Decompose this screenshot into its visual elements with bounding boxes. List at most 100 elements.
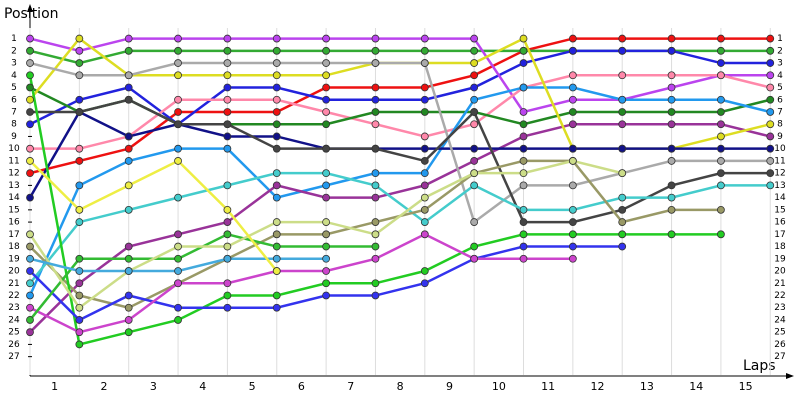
point xyxy=(272,267,281,275)
point xyxy=(667,157,676,165)
point xyxy=(26,242,34,251)
point xyxy=(667,120,676,129)
x-tick-label: 12 xyxy=(591,380,605,393)
point xyxy=(272,218,281,226)
point xyxy=(272,181,281,190)
point xyxy=(618,193,627,202)
point xyxy=(75,71,84,80)
y-tick-label-right: 18 xyxy=(774,242,786,252)
point xyxy=(470,120,479,129)
point xyxy=(124,144,133,153)
point xyxy=(618,218,627,226)
x-tick-label: 9 xyxy=(446,380,453,393)
point xyxy=(766,59,775,67)
y-tick-label: 14 xyxy=(8,193,20,203)
y-tick-label-right: 22 xyxy=(774,291,785,301)
point xyxy=(766,108,775,116)
y-tick-label-right: 21 xyxy=(774,279,785,289)
y-tick-label-right: 23 xyxy=(774,303,785,313)
y-tick-label-right: 11 xyxy=(774,156,785,166)
point xyxy=(568,144,577,153)
point xyxy=(618,120,627,129)
y-tick-label: 23 xyxy=(8,303,19,313)
point xyxy=(371,46,380,55)
point xyxy=(124,46,133,55)
point xyxy=(174,303,182,312)
point xyxy=(322,144,331,153)
point xyxy=(766,95,775,104)
y-tick-label: 26 xyxy=(8,340,20,350)
point xyxy=(420,144,429,153)
point xyxy=(371,34,380,43)
point xyxy=(420,267,429,275)
y-tick-label-right: 16 xyxy=(774,218,786,228)
point xyxy=(371,218,380,226)
point xyxy=(568,218,577,226)
point xyxy=(667,34,676,43)
point xyxy=(26,254,34,263)
point xyxy=(470,108,479,116)
x-tick-label: 10 xyxy=(492,380,506,393)
point xyxy=(766,157,775,165)
point xyxy=(717,157,725,165)
point xyxy=(667,95,676,104)
point xyxy=(420,46,429,55)
y-tick-label-right: 3 xyxy=(777,59,783,69)
point xyxy=(519,230,528,239)
point xyxy=(174,157,182,165)
point xyxy=(618,71,627,80)
point xyxy=(272,193,281,202)
point xyxy=(26,230,34,239)
point xyxy=(322,108,331,116)
point xyxy=(717,144,725,153)
y-tick-label: 13 xyxy=(8,181,19,191)
point xyxy=(717,169,725,178)
point xyxy=(124,83,133,92)
point xyxy=(26,279,34,288)
y-tick-label-right: 7 xyxy=(777,107,783,117)
point xyxy=(371,230,380,239)
point xyxy=(371,279,380,288)
point xyxy=(272,34,281,43)
point xyxy=(26,169,34,178)
y-tick-label: 25 xyxy=(8,328,19,338)
point xyxy=(26,83,34,92)
point xyxy=(223,242,232,251)
point xyxy=(75,340,84,349)
y-tick-label: 8 xyxy=(11,120,17,130)
point xyxy=(322,267,331,275)
point xyxy=(519,218,528,226)
point xyxy=(124,303,133,312)
y-tick-label: 21 xyxy=(8,279,19,289)
point xyxy=(717,132,725,141)
point xyxy=(322,218,331,226)
point xyxy=(519,242,528,251)
point xyxy=(420,181,429,190)
y-tick-label-right: 25 xyxy=(774,328,785,338)
point xyxy=(75,157,84,165)
x-tick-label: 13 xyxy=(640,380,654,393)
point xyxy=(322,181,331,190)
point xyxy=(223,95,232,104)
y-tick-label-right: 10 xyxy=(774,144,786,154)
point xyxy=(717,71,725,80)
point xyxy=(470,59,479,67)
point xyxy=(618,108,627,116)
point xyxy=(618,230,627,239)
point xyxy=(371,120,380,129)
point xyxy=(667,46,676,55)
y-tick-label: 18 xyxy=(8,242,20,252)
point xyxy=(223,71,232,80)
point xyxy=(223,218,232,226)
point xyxy=(568,83,577,92)
point xyxy=(124,205,133,214)
point xyxy=(371,193,380,202)
point xyxy=(322,169,331,178)
y-tick-label-right: 2 xyxy=(777,46,783,56)
point xyxy=(26,34,34,43)
point xyxy=(174,95,182,104)
point xyxy=(568,205,577,214)
y-tick-label: 2 xyxy=(11,46,17,56)
point xyxy=(124,71,133,80)
